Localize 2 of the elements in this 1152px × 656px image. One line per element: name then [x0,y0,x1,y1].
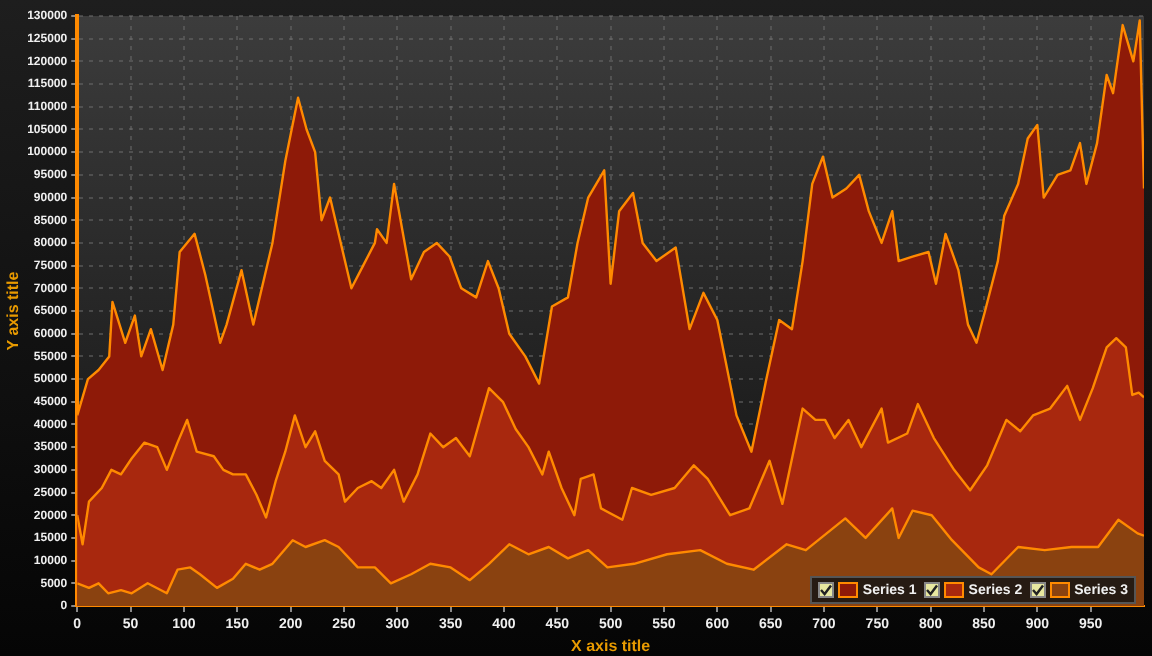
x-axis-title: X axis title [571,636,652,655]
y-axis-title: Y axis title [4,270,23,351]
